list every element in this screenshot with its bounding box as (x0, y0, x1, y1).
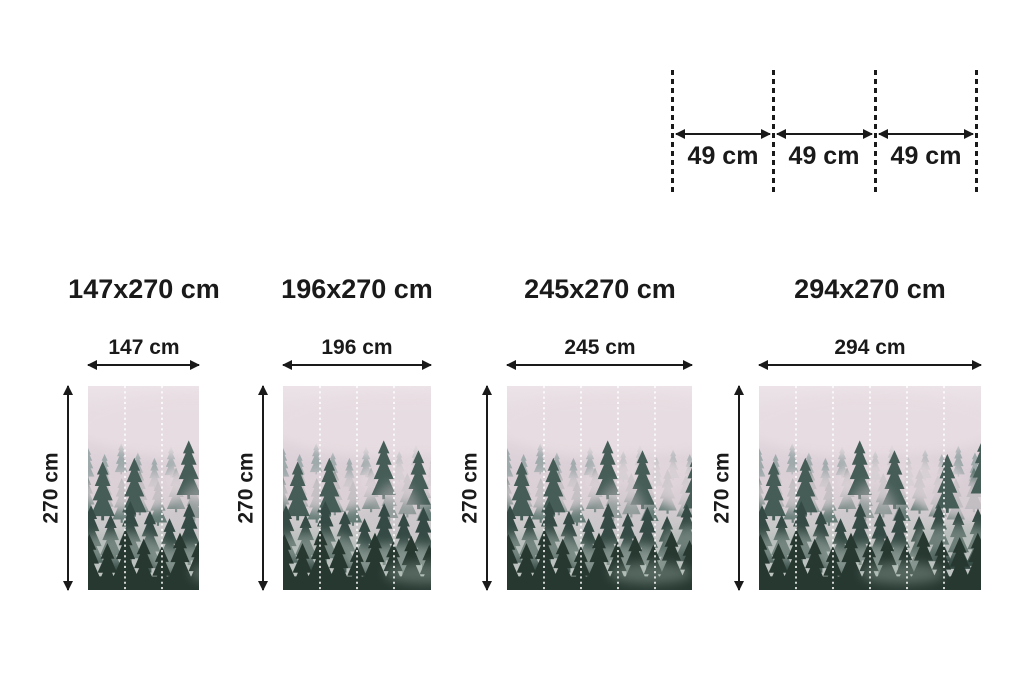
cut-line-2 (772, 70, 775, 193)
panel-width-label-2: 49 cm (788, 142, 860, 170)
cut-line-3 (874, 70, 877, 193)
mural-preview-image (507, 386, 692, 590)
panel-seam-lines (795, 386, 945, 590)
size-title: 294x270 cm (794, 274, 946, 304)
panel-seam-lines (124, 386, 163, 590)
height-label: 270 cm (234, 452, 258, 524)
panel-width-arrow-2 (777, 133, 872, 135)
width-arrow (283, 364, 431, 366)
height-label: 270 cm (458, 452, 482, 524)
mural-preview-image (759, 386, 981, 590)
panel-width-label-1: 49 cm (687, 142, 759, 170)
mural-preview-image (88, 386, 199, 590)
panel-width-diagram: 49 cm 49 cm 49 cm (0, 0, 1024, 220)
cut-line-1 (671, 70, 674, 193)
size-title: 147x270 cm (68, 274, 220, 304)
panel-seam-lines (543, 386, 656, 590)
height-arrow (738, 386, 740, 590)
height-arrow (262, 386, 264, 590)
height-label: 270 cm (39, 452, 63, 524)
width-label: 294 cm (834, 336, 906, 359)
width-arrow (88, 364, 199, 366)
panel-width-label-3: 49 cm (890, 142, 962, 170)
panel-width-arrow-1 (676, 133, 770, 135)
width-label: 147 cm (108, 336, 180, 359)
width-arrow (507, 364, 692, 366)
panel-seam-lines (319, 386, 395, 590)
height-arrow (67, 386, 69, 590)
mural-preview-image (283, 386, 431, 590)
height-label: 270 cm (710, 452, 734, 524)
size-title: 245x270 cm (524, 274, 676, 304)
height-arrow (486, 386, 488, 590)
panel-width-arrow-3 (879, 133, 973, 135)
width-label: 196 cm (321, 336, 393, 359)
width-arrow (759, 364, 981, 366)
size-title: 196x270 cm (281, 274, 433, 304)
cut-line-4 (975, 70, 978, 193)
width-label: 245 cm (564, 336, 636, 359)
